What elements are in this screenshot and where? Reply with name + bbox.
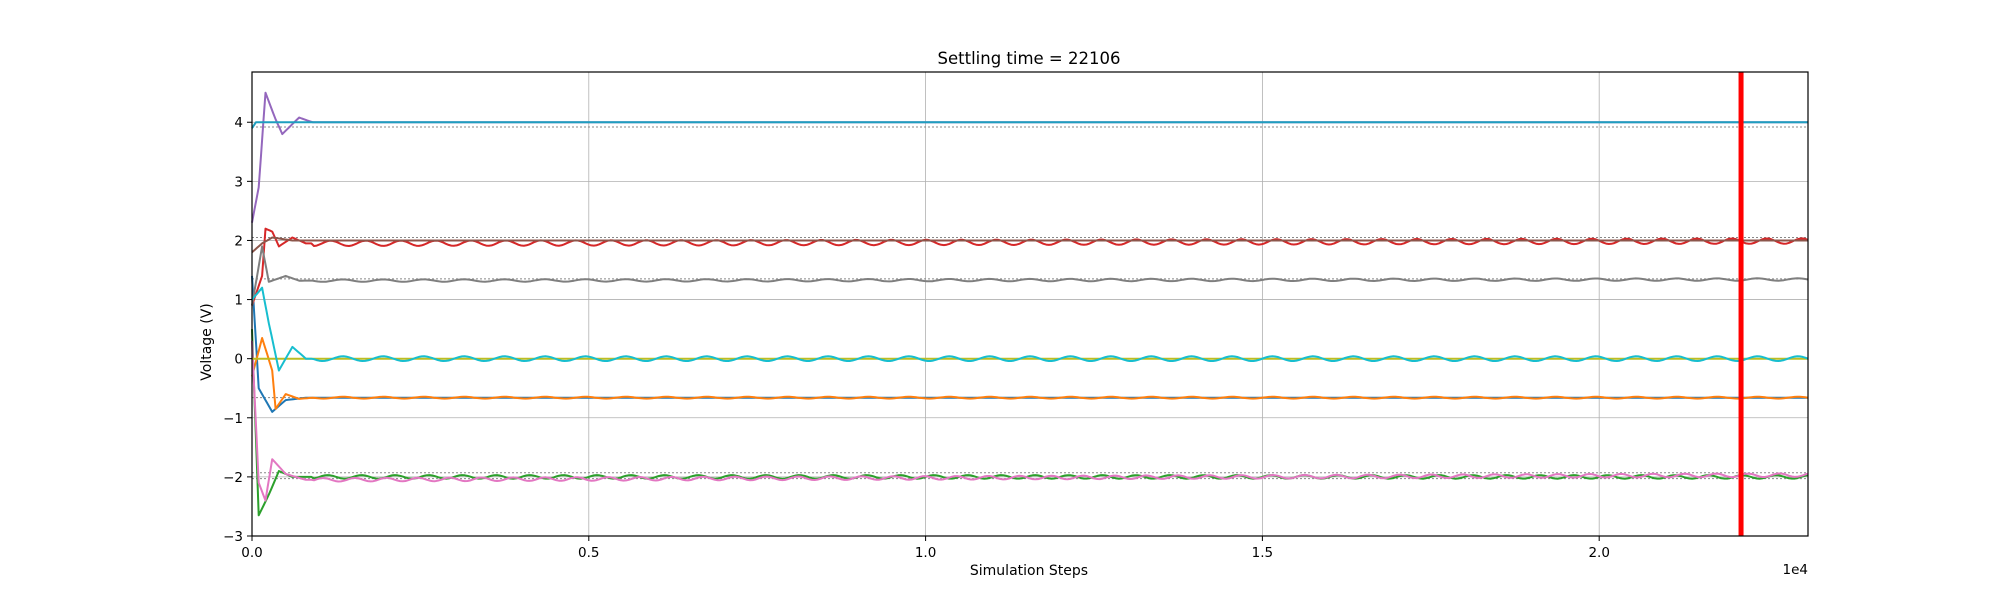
data-series-line (251, 121, 1808, 129)
data-series-line (251, 337, 1809, 410)
data-series-line (251, 245, 1809, 306)
y-tick-label: 4 (234, 115, 243, 131)
y-tick-label: −2 (223, 470, 243, 486)
y-tick-label: 0 (234, 352, 243, 368)
chart-title: Settling time = 22106 (938, 49, 1121, 68)
y-tick-label: −3 (223, 529, 243, 545)
plot-frame (251, 71, 1809, 537)
target-lines (252, 126, 1808, 480)
x-tick-label: 0.0 (241, 545, 262, 561)
series-lines (251, 91, 1809, 517)
x-tick-label: 0.5 (578, 545, 599, 561)
axis-ticks: 0.0 0.5 1.0 1.5 2.0 −3 −2 −1 0 1 2 3 4 (223, 115, 1610, 561)
data-series-line (251, 340, 1809, 502)
y-tick-label: −1 (223, 411, 243, 427)
x-axis-offset-label: 1e4 (1783, 562, 1808, 578)
x-tick-label: 2.0 (1588, 545, 1609, 561)
data-series-line (251, 236, 1808, 254)
y-tick-label: 1 (234, 293, 243, 309)
x-tick-label: 1.5 (1252, 545, 1273, 561)
x-axis-label: Simulation Steps (970, 563, 1088, 579)
data-series-line (251, 275, 1808, 413)
data-series-line (251, 91, 1808, 223)
grid-lines (251, 72, 1808, 537)
x-tick-label: 1.0 (915, 545, 936, 561)
data-series-line (251, 286, 1809, 372)
y-tick-label: 3 (234, 174, 243, 190)
y-tick-label: 2 (234, 233, 243, 249)
y-axis-label: Voltage (V) (199, 303, 215, 380)
